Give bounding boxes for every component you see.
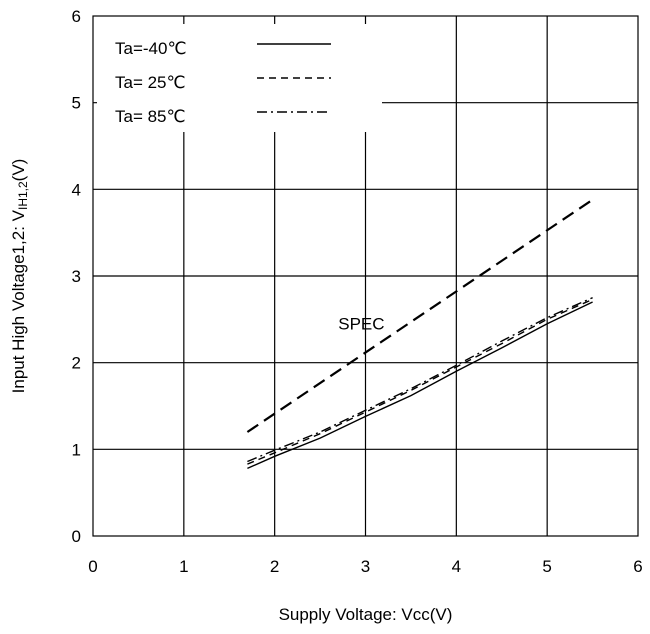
series-group [246,198,594,470]
x-tick-label: 6 [633,557,642,576]
x-tick-label: 3 [361,557,370,576]
x-axis-label: Supply Voltage: Vcc(V) [279,605,453,624]
y-tick-label: 1 [72,440,81,459]
x-tick-label: 4 [452,557,461,576]
x-tick-label: 1 [179,557,188,576]
legend-label: Ta= 85℃ [115,107,186,126]
series-line-spec [246,198,594,433]
y-tick-label: 0 [72,527,81,546]
series-line-0 [247,301,593,470]
plot-frame [92,15,639,537]
legend-label: Ta=-40℃ [115,39,187,58]
y-tick-label: 6 [72,7,81,26]
series-line-1 [247,298,593,465]
legend-label: Ta= 25℃ [115,73,186,92]
y-axis-label: Input High Voltage1,2: VIH1,2(V) [9,159,30,394]
x-tick-label: 2 [270,557,279,576]
y-axis-label-subscript: IH1,2 [16,181,30,210]
legend-background [97,24,382,132]
y-tick-label: 4 [72,180,81,199]
legend: Ta=-40℃ Ta= 25℃ Ta= 85℃ [97,24,382,132]
annotations: SPEC [338,315,384,334]
y-tick-label: 3 [72,267,81,286]
x-tick-label: 5 [542,557,551,576]
x-axis-ticks: 0 1 2 3 4 5 6 [88,557,642,576]
y-tick-label: 2 [72,354,81,373]
y-axis-label-unit: (V) [9,159,28,182]
annotation-spec: SPEC [338,315,384,334]
y-axis-label-main: Input High Voltage1,2: V [9,209,28,393]
y-axis-ticks: 0 1 2 3 4 5 6 [72,7,81,546]
y-tick-label: 5 [72,94,81,113]
series-line-2 [247,297,593,463]
x-tick-label: 0 [88,557,97,576]
